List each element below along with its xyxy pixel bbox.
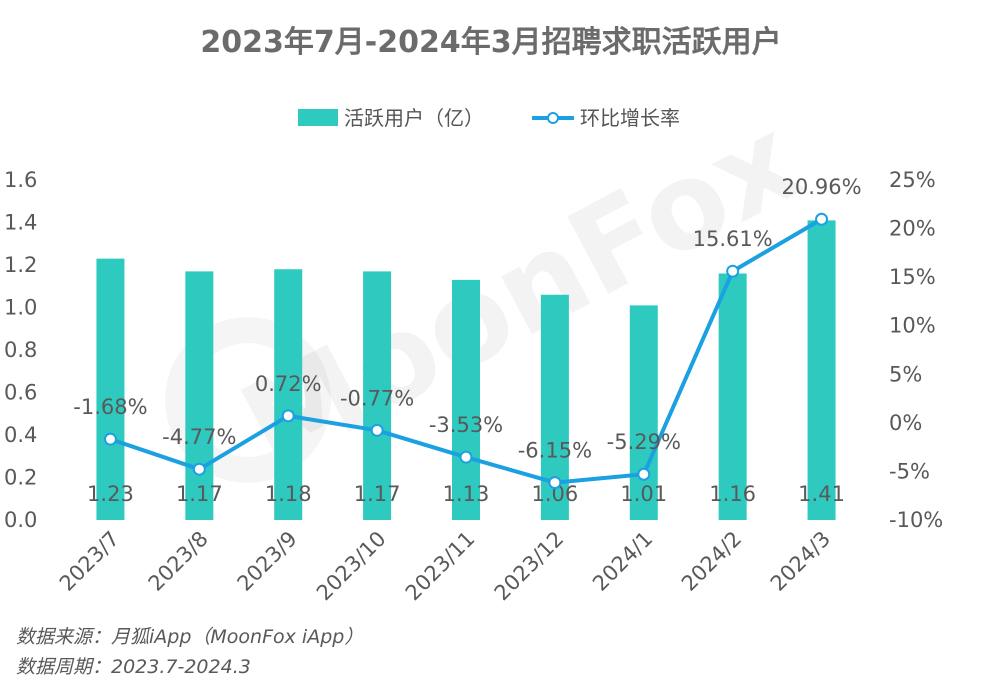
y-left-tick-label: 0.2: [4, 466, 37, 490]
x-tick-label: 2023/12: [490, 527, 569, 606]
line-point: [370, 423, 384, 437]
y-left-tick-label: 1.4: [4, 211, 37, 235]
x-tick-label: 2024/1: [588, 527, 657, 596]
y-left-tick-label: 0.0: [4, 508, 37, 532]
bar: [807, 220, 836, 520]
bar-value-label: 1.18: [265, 482, 312, 506]
line-point: [637, 467, 651, 481]
bar-value-label: 1.13: [443, 482, 490, 506]
line-series: [103, 212, 829, 490]
footer-source: 数据来源：月狐iApp（MoonFox iApp）: [16, 626, 364, 648]
line-value-label: -1.68%: [73, 395, 147, 419]
bar-value-label: 1.17: [176, 482, 223, 506]
bar-value-label: 1.23: [87, 482, 134, 506]
x-tick-label: 2023/7: [55, 527, 124, 596]
line-point: [726, 264, 740, 278]
x-axis: 2023/7 2023/8 2023/9 2023/10 2023/11 2023/12 2…: [55, 527, 835, 606]
bar-value-label: 1.01: [620, 482, 667, 506]
y-left-tick-label: 0.4: [4, 423, 37, 447]
line-point: [815, 212, 829, 226]
legend-line-label: 环比增长率: [580, 106, 680, 130]
line-value-label: 20.96%: [782, 175, 862, 199]
y-left-tick-label: 1.6: [4, 168, 37, 192]
line-point: [281, 409, 295, 423]
legend-line-marker: [547, 112, 559, 124]
y-left-tick-label: 0.6: [4, 381, 37, 405]
bar-value-labels: 1.23 1.17 1.18 1.17 1.13 1.06 1.01 1.16 1.41: [87, 482, 845, 506]
bar: [452, 279, 480, 520]
line-point: [459, 450, 473, 464]
y-right-tick-label: 20%: [889, 217, 936, 241]
bar-value-label: 1.16: [709, 482, 756, 506]
bar: [363, 271, 392, 520]
bar: [718, 273, 747, 520]
footer-period: 数据周期：2023.7-2024.3: [16, 656, 251, 678]
x-tick-label: 2023/9: [233, 527, 302, 596]
x-tick-label: 2024/2: [677, 527, 746, 596]
x-tick-label: 2023/11: [401, 527, 480, 606]
line-value-labels: -1.68% -4.77% 0.72% -0.77% -3.53% -6.15% -5.29…: [73, 175, 861, 462]
line-value-label: -6.15%: [518, 439, 592, 463]
legend-bar-label: 活跃用户（亿）: [344, 106, 484, 130]
y-left-tick-label: 1.0: [4, 296, 37, 320]
y-right-tick-label: 10%: [889, 314, 936, 338]
line-value-label: 0.72%: [255, 372, 322, 396]
bar: [96, 258, 125, 520]
legend-bar-swatch: [298, 109, 338, 126]
bar: [274, 269, 303, 520]
line-value-label: -4.77%: [162, 425, 236, 449]
y-right-tick-label: 0%: [889, 411, 922, 435]
x-tick-label: 2024/3: [766, 527, 835, 596]
line-point: [103, 432, 117, 446]
bar: [629, 305, 658, 520]
line-value-label: -3.53%: [429, 413, 503, 437]
y-axis-right: -10% -5% 0% 5% 10% 15% 20% 25%: [889, 168, 943, 532]
y-right-tick-label: 15%: [889, 265, 936, 289]
x-tick-label: 2023/10: [312, 527, 391, 606]
y-left-tick-label: 1.2: [4, 253, 37, 277]
y-right-tick-label: -10%: [889, 508, 943, 532]
y-right-tick-label: 5%: [889, 362, 922, 386]
line-point: [548, 476, 562, 490]
bar: [185, 271, 214, 520]
bar-series: [96, 220, 836, 520]
line-value-label: -5.29%: [607, 430, 681, 454]
line-point: [192, 462, 206, 476]
x-tick-label: 2023/8: [144, 527, 213, 596]
y-right-tick-label: -5%: [889, 459, 930, 483]
line-value-label: 15.61%: [693, 227, 773, 251]
bar-value-label: 1.17: [354, 482, 401, 506]
y-right-tick-label: 25%: [889, 168, 936, 192]
bar-value-label: 1.41: [798, 482, 845, 506]
legend: 活跃用户（亿） 环比增长率: [298, 106, 680, 130]
y-axis-left: 0.0 0.2 0.4 0.6 0.8 1.0 1.2 1.4 1.6: [4, 168, 37, 532]
line-value-label: -0.77%: [340, 386, 414, 410]
chart-title: 2023年7月-2024年3月招聘求职活跃用户: [200, 25, 781, 60]
watermark-logo-icon: [165, 317, 331, 483]
y-left-tick-label: 0.8: [4, 338, 37, 362]
